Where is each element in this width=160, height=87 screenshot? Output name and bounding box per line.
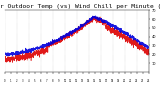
Title: Milwaukee Weather Outdoor Temp (vs) Wind Chill per Minute (Last 24 Hours): Milwaukee Weather Outdoor Temp (vs) Wind… <box>0 4 160 9</box>
